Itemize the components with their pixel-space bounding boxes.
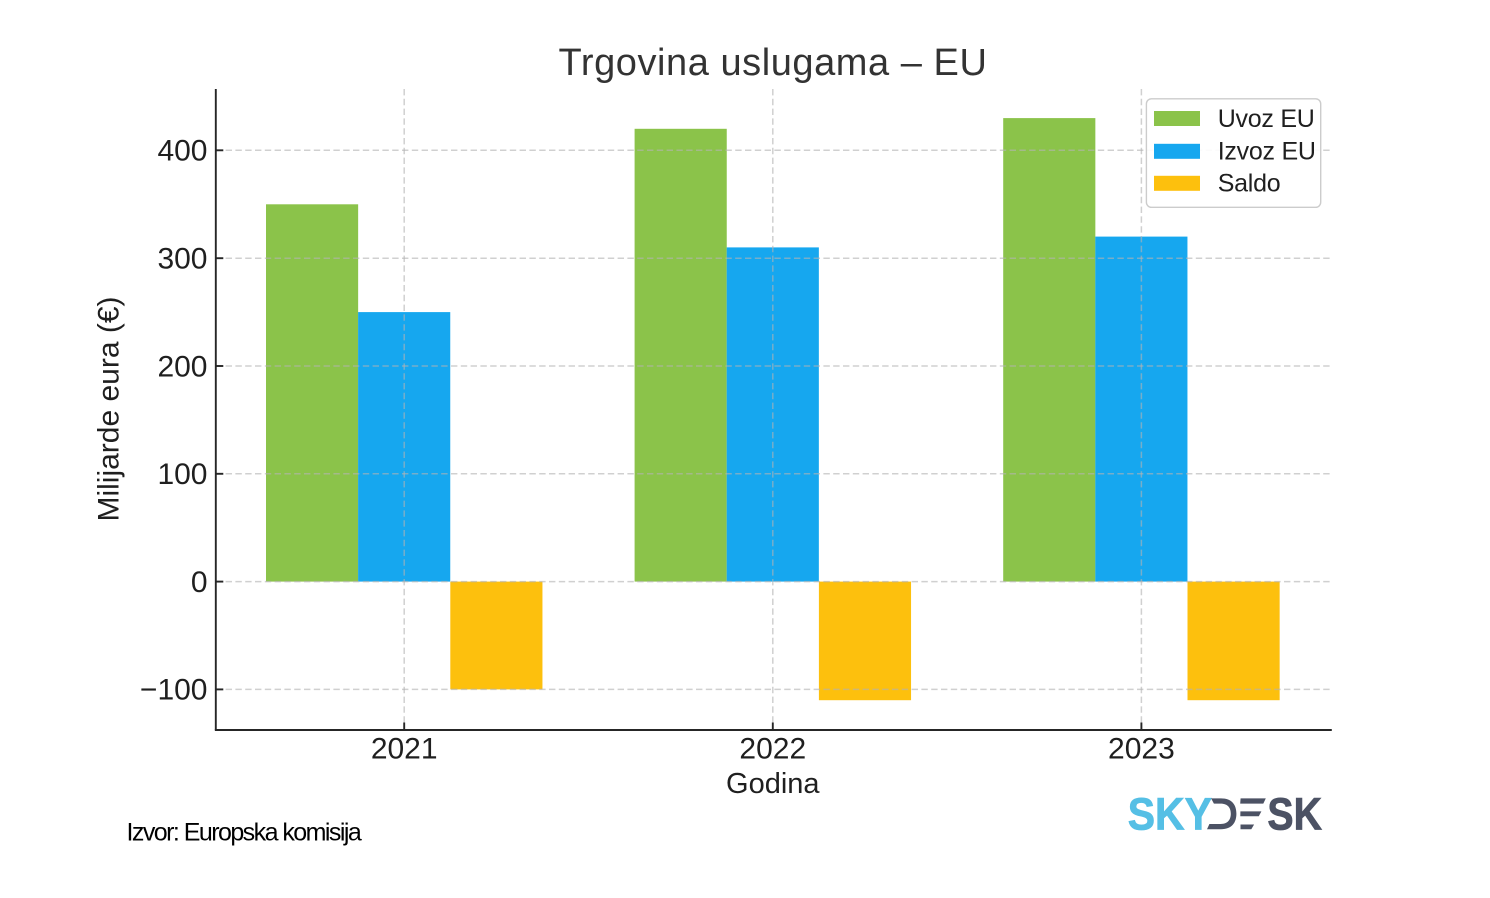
- svg-text:SK: SK: [1267, 789, 1322, 839]
- svg-text:0: 0: [191, 566, 208, 599]
- svg-text:2022: 2022: [739, 733, 806, 766]
- svg-text:Godina: Godina: [726, 768, 820, 800]
- svg-text:400: 400: [157, 135, 207, 168]
- svg-text:−100: −100: [140, 674, 208, 707]
- svg-text:Izvor: Europska komisija: Izvor: Europska komisija: [127, 819, 362, 847]
- svg-text:300: 300: [157, 243, 207, 276]
- svg-text:SKY: SKY: [1128, 790, 1212, 840]
- svg-text:200: 200: [157, 350, 207, 383]
- svg-text:2021: 2021: [371, 733, 438, 766]
- svg-text:Milijarde eura (€): Milijarde eura (€): [93, 296, 126, 521]
- svg-text:Uvoz EU: Uvoz EU: [1218, 105, 1315, 133]
- svg-text:Saldo: Saldo: [1218, 170, 1281, 198]
- svg-text:Trgovina uslugama – EU: Trgovina uslugama – EU: [559, 42, 988, 84]
- svg-text:100: 100: [157, 458, 207, 491]
- svg-text:2023: 2023: [1108, 733, 1175, 766]
- svg-text:Izvoz EU: Izvoz EU: [1218, 138, 1316, 166]
